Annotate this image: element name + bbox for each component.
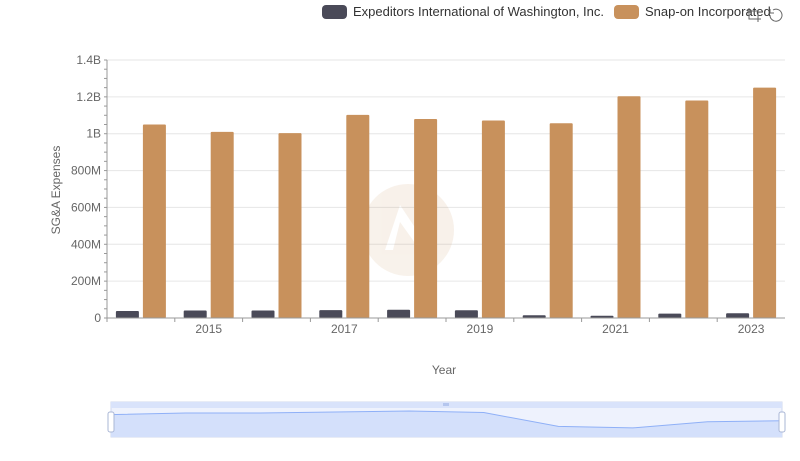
bar-expeditors[interactable] [522, 315, 546, 318]
zoom-icon[interactable] [746, 7, 762, 23]
bar-expeditors[interactable] [115, 310, 139, 318]
axes: 0 200M 400M 600M 800M 1B 1.2B 1.4B 2015 2017 2019 2… [71, 53, 785, 336]
bar-snap-on[interactable] [549, 123, 573, 319]
bar-expeditors[interactable] [251, 310, 275, 318]
data-zoom-slider[interactable] [107, 401, 786, 438]
bar-expeditors[interactable] [183, 310, 207, 318]
bar-snap-on[interactable] [346, 114, 370, 318]
y-tick-label: 200M [71, 274, 101, 288]
x-tick-label: 2021 [602, 322, 629, 336]
bars [115, 87, 777, 319]
bar-snap-on[interactable] [142, 124, 166, 319]
zoom-left-handle[interactable] [107, 411, 115, 433]
bar-snap-on[interactable] [210, 131, 234, 318]
y-tick-label: 1.4B [76, 53, 101, 67]
legend-label-snap-on: Snap-on Incorporated [645, 4, 771, 19]
bar-snap-on[interactable] [278, 133, 302, 318]
y-axis-title: SG&A Expenses [49, 146, 63, 235]
watermark-logo [362, 184, 454, 276]
x-tick-label: 2023 [738, 322, 765, 336]
x-tick-label: 2015 [195, 322, 222, 336]
x-axis-title: Year [432, 363, 456, 377]
legend-item-snap-on[interactable]: Snap-on Incorporated [614, 4, 771, 19]
y-tick-label: 0 [94, 311, 101, 325]
zoom-overview-line [110, 410, 783, 429]
zoom-right-handle[interactable] [778, 411, 786, 433]
bar-expeditors[interactable] [658, 313, 682, 318]
bar-snap-on[interactable] [481, 120, 505, 319]
y-tick-label: 1.2B [76, 90, 101, 104]
bar-expeditors[interactable] [590, 315, 614, 318]
legend-swatch-expeditors [322, 4, 347, 19]
x-tick-label: 2017 [331, 322, 358, 336]
y-tick-label: 600M [71, 200, 101, 214]
y-tick-label: 400M [71, 237, 101, 251]
legend-swatch-snap-on [614, 4, 639, 19]
bar-expeditors[interactable] [387, 309, 411, 318]
toolbox [746, 7, 790, 23]
bar-snap-on[interactable] [617, 96, 641, 318]
restore-icon[interactable] [768, 7, 784, 23]
bar-expeditors[interactable] [454, 310, 478, 318]
bar-snap-on[interactable] [685, 100, 709, 319]
legend-item-expeditors[interactable]: Expeditors International of Washington, … [322, 4, 604, 19]
zoom-move-handle[interactable] [443, 403, 449, 406]
legend: Expeditors International of Washington, … [322, 4, 781, 19]
bar-expeditors[interactable] [726, 313, 750, 318]
bar-snap-on[interactable] [753, 87, 777, 319]
y-tick-label: 1B [86, 127, 101, 141]
zoom-overview-area [111, 411, 782, 437]
legend-label-expeditors: Expeditors International of Washington, … [353, 4, 604, 19]
x-tick-label: 2019 [467, 322, 494, 336]
bar-expeditors[interactable] [319, 310, 343, 318]
y-tick-label: 800M [71, 164, 101, 178]
bar-snap-on[interactable] [414, 118, 438, 318]
